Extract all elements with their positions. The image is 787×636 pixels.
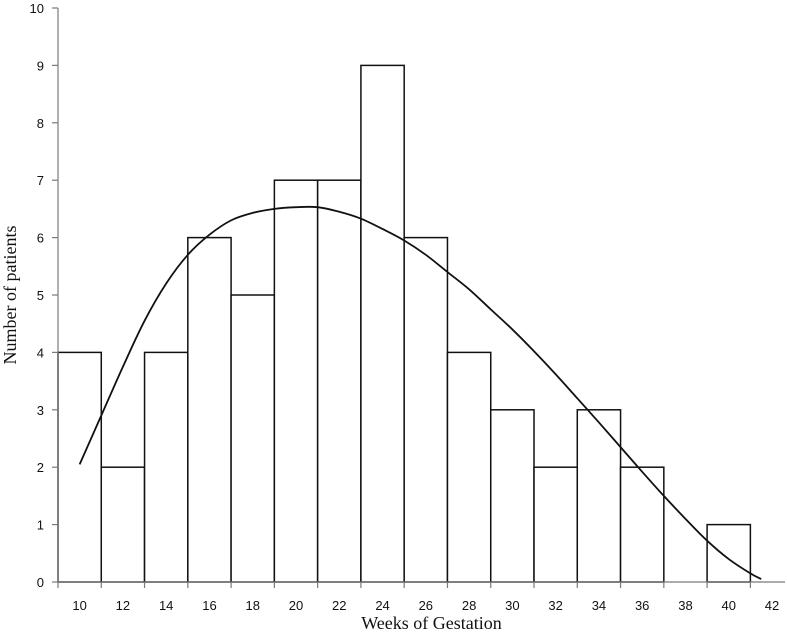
y-tick-label: 9 bbox=[37, 58, 44, 73]
y-tick-label: 7 bbox=[37, 173, 44, 188]
y-tick-label: 10 bbox=[30, 1, 44, 16]
histogram-bar bbox=[230, 294, 276, 583]
histogram-bar bbox=[706, 523, 752, 583]
x-tick-label: 22 bbox=[332, 598, 346, 613]
x-tick-label: 24 bbox=[375, 598, 389, 613]
x-tick-label: 10 bbox=[72, 598, 86, 613]
y-axis-title: Number of patients bbox=[0, 226, 20, 365]
histogram-bar bbox=[273, 179, 319, 583]
fitted-curve bbox=[78, 205, 762, 580]
histogram-bar bbox=[57, 351, 103, 583]
y-tick-label: 3 bbox=[37, 403, 44, 418]
x-tick-label: 14 bbox=[159, 598, 173, 613]
histogram-bar bbox=[619, 466, 665, 583]
y-ticks-group: 0 1 2 3 4 5 6 7 8 9 10 bbox=[30, 1, 58, 590]
x-tick-label: 20 bbox=[289, 598, 303, 613]
x-tick-label: 18 bbox=[245, 598, 259, 613]
x-tick-label: 40 bbox=[722, 598, 736, 613]
x-tick-label: 26 bbox=[419, 598, 433, 613]
histogram-bar bbox=[576, 409, 622, 583]
histogram-bar bbox=[100, 466, 146, 583]
x-tick-label: 12 bbox=[116, 598, 130, 613]
histogram-bar bbox=[446, 351, 492, 583]
x-axis-title: Weeks of Gestation bbox=[361, 613, 502, 633]
y-tick-label: 1 bbox=[37, 518, 44, 533]
histogram-bar bbox=[187, 236, 232, 583]
y-tick-label: 0 bbox=[37, 575, 44, 590]
histogram-bar bbox=[316, 179, 362, 583]
x-tick-label: 32 bbox=[548, 598, 562, 613]
x-tick-label: 42 bbox=[765, 598, 779, 613]
y-tick-label: 2 bbox=[37, 460, 44, 475]
x-ticks-group: 10 12 14 16 18 20 22 24 26 28 30 32 34 36 38 40 42 bbox=[57, 582, 779, 613]
histogram-bar bbox=[403, 236, 449, 583]
y-tick-label: 5 bbox=[37, 288, 44, 303]
bars-group bbox=[57, 64, 752, 583]
x-tick-label: 16 bbox=[202, 598, 216, 613]
y-tick-label: 6 bbox=[37, 231, 44, 246]
x-tick-label: 30 bbox=[505, 598, 519, 613]
histogram-bar bbox=[360, 64, 405, 583]
y-tick-label: 4 bbox=[37, 345, 44, 360]
histogram-bar bbox=[143, 351, 189, 583]
x-tick-label: 38 bbox=[678, 598, 692, 613]
histogram-bar bbox=[533, 466, 579, 583]
x-tick-label: 34 bbox=[592, 598, 606, 613]
y-tick-label: 8 bbox=[37, 116, 44, 131]
x-tick-label: 36 bbox=[635, 598, 649, 613]
histogram-bar bbox=[489, 409, 535, 583]
x-tick-label: 28 bbox=[462, 598, 476, 613]
